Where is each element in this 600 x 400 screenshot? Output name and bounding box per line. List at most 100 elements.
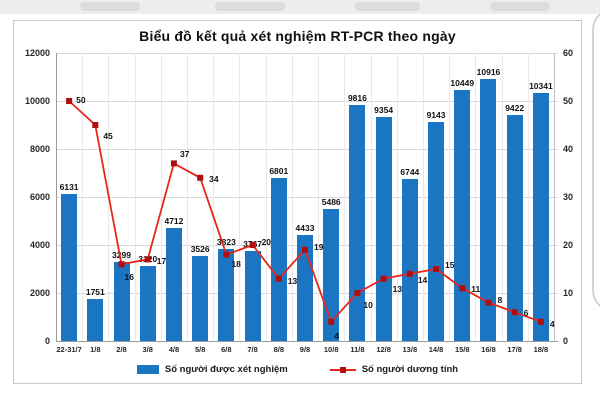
header-blob — [215, 2, 285, 11]
bar-series-swatch-icon — [136, 364, 159, 374]
bar — [139, 266, 156, 341]
bar-value-label: 4433 — [295, 222, 315, 233]
x-axis-label: 3/8 — [142, 345, 153, 354]
gridline-vertical — [265, 53, 267, 341]
legend-item-tested: Số người được xét nghiệm — [136, 363, 288, 375]
header-blob — [355, 2, 420, 11]
gridline-vertical — [134, 53, 136, 341]
line-value-label: 6 — [523, 308, 529, 319]
x-axis-label: 13/8 — [402, 345, 418, 354]
bar-value-label: 6131 — [59, 181, 79, 192]
gridline-horizontal — [56, 101, 558, 102]
y-axis-tick-right: 10 — [563, 288, 574, 298]
bar-value-label: 1751 — [85, 286, 105, 297]
bar — [480, 79, 497, 341]
bar — [454, 90, 471, 341]
line-value-label: 45 — [103, 131, 113, 141]
y-axis-tick-right: 40 — [563, 144, 574, 154]
line-point-marker — [537, 318, 544, 325]
line-point-marker — [66, 98, 73, 104]
gridline-vertical — [396, 53, 398, 341]
bar-value-label: 3823 — [216, 237, 236, 248]
x-axis-label: 5/8 — [194, 345, 206, 354]
y-axis-tick-right: 50 — [563, 96, 574, 106]
gridline-vertical — [318, 53, 320, 341]
y-axis-tick-left: 6000 — [29, 192, 50, 202]
x-axis-label: 7/8 — [247, 345, 258, 354]
chart-title: Biểu đồ kết quả xét nghiệm RT-PCR theo n… — [139, 28, 456, 44]
y-axis-tick-right: 20 — [563, 240, 574, 250]
line-point-marker — [485, 299, 492, 306]
line-series-swatch-icon — [329, 365, 356, 374]
bar-value-label: 4712 — [164, 215, 184, 226]
gridline-vertical — [501, 53, 503, 341]
bar — [270, 177, 287, 341]
bar-value-label: 5486 — [321, 197, 341, 208]
y-axis-tick-left: 10000 — [24, 96, 50, 106]
y-axis-line — [56, 53, 57, 341]
bar — [401, 179, 418, 341]
bar — [506, 114, 523, 341]
line-point-marker — [170, 160, 177, 167]
y-axis-tick-right: 30 — [563, 192, 574, 202]
gridline-horizontal — [56, 149, 558, 150]
positive-line-series — [66, 98, 544, 325]
gridline-vertical — [187, 53, 189, 341]
page-header-fragment — [0, 0, 600, 14]
x-axis-label: 9/8 — [299, 345, 311, 354]
gridline-vertical — [475, 53, 477, 341]
gridline-vertical — [527, 53, 529, 341]
bar — [349, 105, 366, 341]
line-value-label: 20 — [261, 237, 272, 247]
bar — [113, 261, 130, 341]
x-axis-label: 11/8 — [350, 345, 365, 354]
bar-value-label: 10341 — [529, 80, 553, 91]
gridline-vertical — [213, 53, 215, 341]
line-value-label: 4 — [334, 330, 339, 341]
y-axis-tick-left: 4000 — [29, 240, 50, 250]
x-axis-label: 22-31/7 — [56, 345, 82, 354]
gridline-vertical — [82, 53, 84, 341]
line-point-marker — [144, 256, 151, 263]
legend-item-positive: Số người dương tính — [329, 363, 459, 375]
bar — [218, 249, 235, 341]
x-axis-label: 12/8 — [376, 345, 391, 354]
y-axis-tick-left: 8000 — [29, 144, 50, 154]
side-panel-fragment — [592, 8, 600, 312]
y-axis-tick-right: 60 — [563, 48, 574, 58]
x-axis-label: 2/8 — [116, 345, 127, 354]
line-point-marker — [92, 122, 99, 128]
gridline-vertical — [291, 53, 293, 341]
y-axis-tick-left: 12000 — [24, 48, 50, 58]
gridline-vertical — [370, 53, 372, 341]
line-value-label: 14 — [417, 274, 428, 285]
line-point-marker — [380, 275, 387, 282]
x-axis-line — [56, 341, 558, 342]
legend-label-tested: Số người được xét nghiệm — [164, 363, 288, 375]
bar — [375, 116, 392, 341]
line-point-marker — [197, 174, 204, 181]
line-value-label: 34 — [209, 173, 219, 184]
line-value-label: 8 — [497, 294, 503, 305]
legend-label-positive: Số người dương tính — [361, 363, 459, 375]
line-point-marker — [354, 290, 361, 296]
bar-value-label: 3526 — [190, 244, 210, 255]
bar-value-label: 9143 — [426, 109, 446, 120]
x-axis-label: 18/8 — [533, 345, 549, 354]
line-value-label: 15 — [445, 260, 455, 270]
gridline-horizontal — [56, 53, 558, 54]
line-value-label: 11 — [471, 284, 481, 295]
bar-value-label: 10449 — [450, 78, 475, 89]
header-blob — [80, 2, 140, 11]
gridline-vertical — [449, 53, 451, 341]
line-value-label: 4 — [549, 318, 555, 329]
x-axis-label: 4/8 — [168, 345, 180, 354]
line-point-marker — [459, 285, 466, 292]
x-axis-label: 6/8 — [221, 345, 232, 354]
line-value-label: 50 — [76, 95, 86, 105]
bar-value-label: 9354 — [374, 104, 394, 115]
bar — [532, 92, 549, 341]
line-point-marker — [406, 270, 413, 277]
bar — [244, 250, 261, 341]
